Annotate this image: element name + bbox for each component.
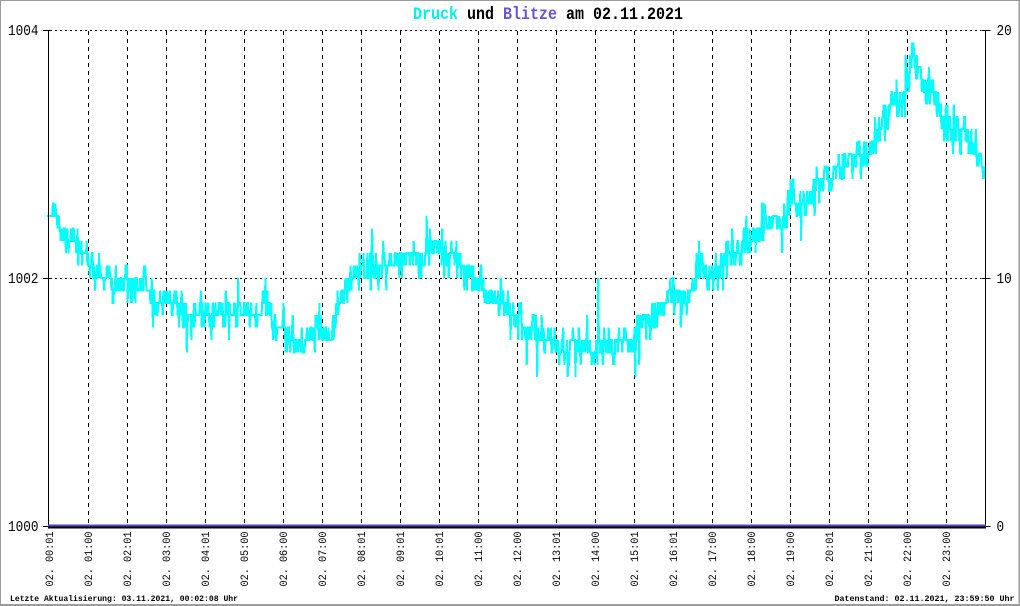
svg-text:02. 06:00: 02. 06:00 [279,532,291,587]
svg-text:02. 21:00: 02. 21:00 [864,532,876,587]
svg-text:10: 10 [997,272,1012,288]
svg-text:02. 03:00: 02. 03:00 [162,532,174,587]
svg-text:1000: 1000 [8,520,39,536]
svg-text:02. 08:01: 02. 08:01 [357,532,369,587]
svg-text:Datenstand: 02.11.2021, 23:59:: Datenstand: 02.11.2021, 23:59:50 Uhr [835,594,1015,604]
svg-text:02. 16:01: 02. 16:01 [669,532,681,587]
svg-text:Letzte Aktualisierung: 03.11.2: Letzte Aktualisierung: 03.11.2021, 00:02… [10,594,238,604]
svg-text:Blitze: Blitze [503,5,557,25]
svg-text:02. 15:01: 02. 15:01 [630,532,642,587]
svg-text:1002: 1002 [8,272,39,288]
svg-text:02. 10:01: 02. 10:01 [435,532,447,587]
svg-text:02. 12:00: 02. 12:00 [513,532,525,587]
svg-text:02. 17:00: 02. 17:00 [708,532,720,587]
svg-text:02. 11:00: 02. 11:00 [474,532,486,587]
svg-text:02. 13:01: 02. 13:01 [552,532,564,587]
svg-text:am 02.11.2021: am 02.11.2021 [566,5,683,25]
svg-text:und: und [467,5,494,25]
svg-text:02. 05:00: 02. 05:00 [240,532,252,587]
svg-text:02. 19:00: 02. 19:00 [786,532,798,587]
svg-text:02. 23:00: 02. 23:00 [942,532,954,587]
svg-text:02. 07:00: 02. 07:00 [318,532,330,587]
svg-text:02. 22:00: 02. 22:00 [903,532,915,587]
svg-text:02. 00:01: 02. 00:01 [45,532,57,587]
svg-text:02. 09:01: 02. 09:01 [396,532,408,587]
svg-text:20: 20 [997,24,1012,40]
svg-text:02. 18:00: 02. 18:00 [747,532,759,587]
svg-text:1004: 1004 [8,24,39,40]
svg-text:0: 0 [997,520,1005,536]
svg-text:02. 14:00: 02. 14:00 [591,532,603,587]
svg-text:Druck: Druck [413,5,458,25]
svg-text:02. 01:00: 02. 01:00 [84,532,96,587]
svg-text:02. 20:01: 02. 20:01 [825,532,837,587]
svg-text:02. 02:01: 02. 02:01 [123,532,135,587]
svg-text:02. 04:01: 02. 04:01 [201,532,213,587]
